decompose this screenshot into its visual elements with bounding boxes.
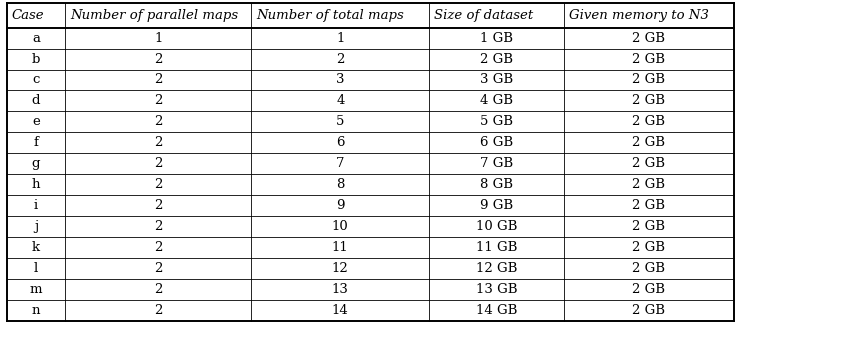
Text: 2 GB: 2 GB	[633, 304, 665, 317]
Text: 11: 11	[332, 241, 349, 254]
Text: l: l	[34, 262, 38, 275]
Text: 9 GB: 9 GB	[481, 199, 513, 212]
Text: 2: 2	[154, 304, 162, 317]
Text: 13 GB: 13 GB	[476, 283, 517, 296]
Text: 2 GB: 2 GB	[633, 241, 665, 254]
Text: 6: 6	[336, 136, 345, 149]
Text: 12: 12	[332, 262, 349, 275]
Text: 7 GB: 7 GB	[481, 157, 513, 170]
Text: f: f	[33, 136, 38, 149]
Text: 9: 9	[336, 199, 345, 212]
Text: i: i	[34, 199, 38, 212]
Text: 10: 10	[332, 220, 349, 233]
Text: 2: 2	[154, 241, 162, 254]
Text: 5 GB: 5 GB	[481, 115, 513, 128]
Text: 2: 2	[154, 283, 162, 296]
Text: h: h	[32, 178, 40, 191]
Text: 12 GB: 12 GB	[476, 262, 517, 275]
Text: 3: 3	[336, 74, 345, 87]
Text: 4 GB: 4 GB	[481, 94, 513, 107]
Text: 2: 2	[154, 52, 162, 66]
Text: m: m	[30, 283, 42, 296]
Text: 3 GB: 3 GB	[481, 74, 513, 87]
Text: 2 GB: 2 GB	[633, 136, 665, 149]
Text: 2: 2	[154, 74, 162, 87]
Text: 2: 2	[154, 115, 162, 128]
Text: 2 GB: 2 GB	[633, 220, 665, 233]
Text: 2 GB: 2 GB	[633, 157, 665, 170]
Text: 2: 2	[336, 52, 345, 66]
Text: 1: 1	[336, 32, 345, 45]
Text: g: g	[32, 157, 40, 170]
Text: 2: 2	[154, 157, 162, 170]
Text: 5: 5	[336, 115, 345, 128]
Text: 2 GB: 2 GB	[633, 283, 665, 296]
Text: 10 GB: 10 GB	[476, 220, 517, 233]
Text: Number of parallel maps: Number of parallel maps	[70, 9, 239, 22]
Text: d: d	[32, 94, 40, 107]
Text: a: a	[32, 32, 40, 45]
Text: 4: 4	[336, 94, 345, 107]
Text: n: n	[32, 304, 40, 317]
Text: Size of dataset: Size of dataset	[434, 9, 534, 22]
Text: 2 GB: 2 GB	[633, 74, 665, 87]
Text: 7: 7	[336, 157, 345, 170]
Text: 2: 2	[154, 262, 162, 275]
Text: Case: Case	[12, 9, 44, 22]
Text: 13: 13	[332, 283, 349, 296]
Text: 2 GB: 2 GB	[481, 52, 513, 66]
Text: Number of total maps: Number of total maps	[256, 9, 404, 22]
Text: b: b	[32, 52, 40, 66]
Text: 8: 8	[336, 178, 345, 191]
Text: 2: 2	[154, 178, 162, 191]
Text: Given memory to N3: Given memory to N3	[569, 9, 710, 22]
Text: 14: 14	[332, 304, 349, 317]
Text: 2: 2	[154, 136, 162, 149]
Text: 2 GB: 2 GB	[633, 199, 665, 212]
Text: c: c	[32, 74, 39, 87]
Text: 1 GB: 1 GB	[481, 32, 513, 45]
Text: 2 GB: 2 GB	[633, 94, 665, 107]
Text: 2 GB: 2 GB	[633, 178, 665, 191]
Text: 2: 2	[154, 94, 162, 107]
Text: 2 GB: 2 GB	[633, 262, 665, 275]
Text: 11 GB: 11 GB	[476, 241, 517, 254]
Text: j: j	[34, 220, 38, 233]
Text: e: e	[32, 115, 40, 128]
Text: k: k	[32, 241, 40, 254]
Text: 2: 2	[154, 199, 162, 212]
Text: 8 GB: 8 GB	[481, 178, 513, 191]
Text: 1: 1	[154, 32, 162, 45]
Text: 2 GB: 2 GB	[633, 115, 665, 128]
Text: 6 GB: 6 GB	[481, 136, 513, 149]
Text: 2 GB: 2 GB	[633, 52, 665, 66]
Text: 14 GB: 14 GB	[476, 304, 517, 317]
Text: 2 GB: 2 GB	[633, 32, 665, 45]
Text: 2: 2	[154, 220, 162, 233]
